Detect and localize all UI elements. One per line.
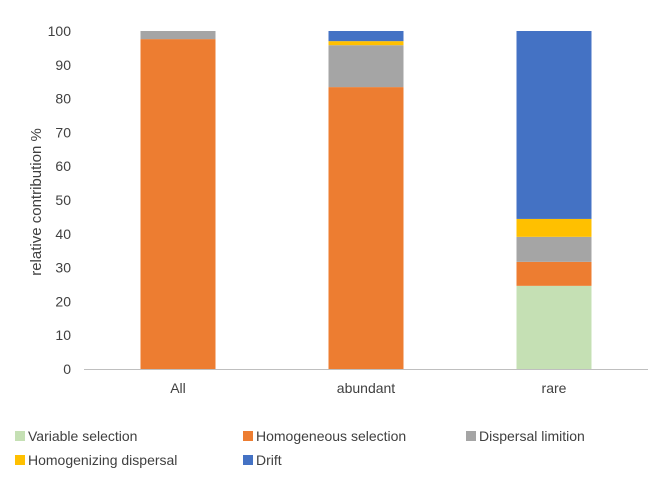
x-tick-label: All	[170, 380, 186, 396]
bar-segment-all-homogeneous-selection	[140, 39, 216, 369]
legend-item: Homogenizing dispersal	[15, 452, 177, 468]
x-axis-ticks: All abundant rare	[170, 380, 566, 396]
bar-segment-rare-dispersal-limition	[516, 236, 592, 262]
legend-swatch	[243, 455, 253, 465]
bar-segment-abundant-drift	[328, 31, 404, 42]
y-tick-label: 80	[55, 91, 71, 107]
bar-segment-rare-variable-selection	[516, 285, 592, 369]
legend-label: Homogenizing dispersal	[28, 452, 177, 468]
bars	[140, 31, 592, 369]
y-axis-title: relative contribution %	[28, 128, 45, 276]
legend-swatch	[466, 431, 476, 441]
bar-segment-all-dispersal-limition	[140, 31, 216, 40]
y-tick-label: 90	[55, 57, 71, 73]
legend-label: Drift	[256, 452, 282, 468]
y-tick-label: 60	[55, 158, 71, 174]
legend-swatch	[15, 431, 25, 441]
y-tick-label: 100	[48, 23, 72, 39]
bar-segment-rare-homogeneous-selection	[516, 261, 592, 286]
y-tick-label: 0	[63, 361, 71, 377]
y-tick-label: 40	[55, 226, 71, 242]
x-tick-label: rare	[542, 380, 567, 396]
y-tick-label: 30	[55, 260, 71, 276]
legend-item: Homogeneous selection	[243, 428, 406, 444]
legend-item: Dispersal limition	[466, 428, 585, 444]
y-tick-label: 20	[55, 293, 71, 309]
legend-label: Variable selection	[28, 428, 137, 444]
y-tick-label: 10	[55, 327, 71, 343]
legend-item: Drift	[243, 452, 282, 468]
legend-label: Homogeneous selection	[256, 428, 406, 444]
y-axis-ticks: 0 10 20 30 40 50 60 70 80 90 100	[48, 23, 72, 377]
bar-segment-rare-homogenizing-dispersal	[516, 218, 592, 237]
legend-swatch	[243, 431, 253, 441]
legend-swatch	[15, 455, 25, 465]
bar-segment-abundant-dispersal-limition	[328, 45, 404, 88]
legend-item: Variable selection	[15, 428, 137, 444]
x-tick-label: abundant	[337, 380, 396, 396]
y-tick-label: 70	[55, 124, 71, 140]
legend: Variable selection Homogeneous selection D…	[15, 428, 585, 468]
y-tick-label: 50	[55, 192, 71, 208]
bar-segment-rare-drift	[516, 31, 592, 219]
bar-segment-abundant-homogeneous-selection	[328, 87, 404, 369]
bar-segment-abundant-homogenizing-dispersal	[328, 41, 404, 46]
legend-label: Dispersal limition	[479, 428, 585, 444]
